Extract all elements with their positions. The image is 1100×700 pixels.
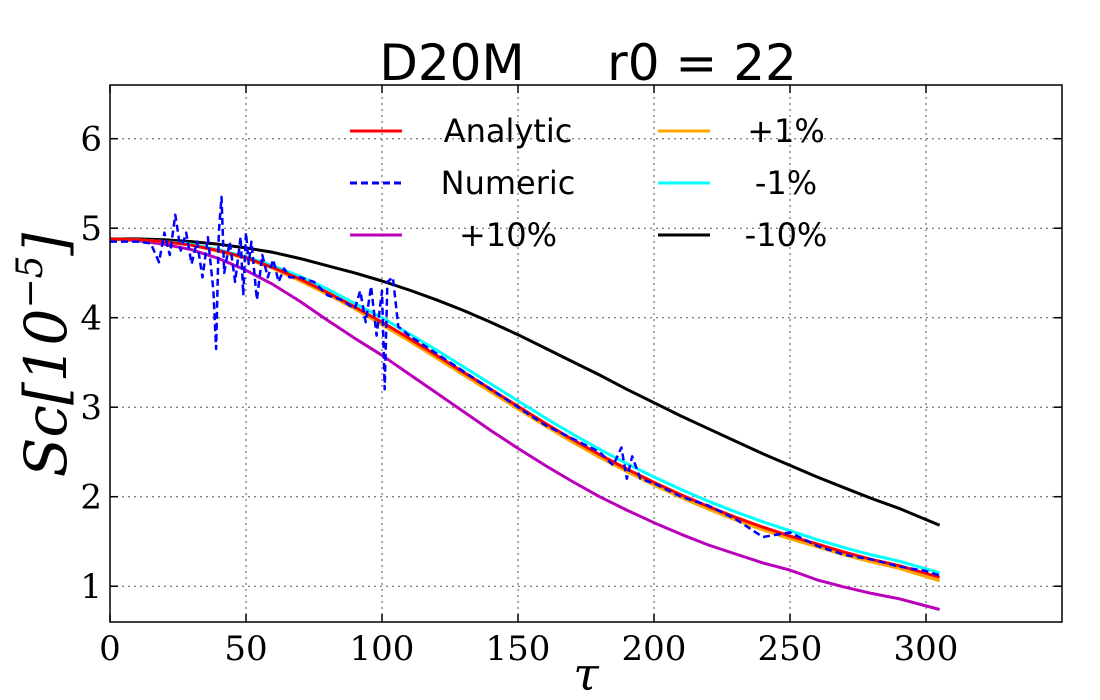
series-line-numeric (110, 195, 940, 577)
x-tick-label: 100 (350, 629, 415, 669)
y-tick-label: 6 (80, 120, 102, 160)
y-tick-label: 4 (80, 299, 102, 339)
legend: Analytic +1% Numeric -1% +10% -10% (350, 112, 827, 254)
y-tick-label: 1 (80, 567, 102, 607)
legend-label-numeric: Numeric (441, 164, 576, 202)
series-line-analytic (109, 237, 941, 579)
legend-label--10-: -10% (745, 216, 828, 254)
series-line--1- (109, 237, 941, 575)
y-axis-label: Sc[10−5] (10, 232, 80, 477)
x-tick-label: 150 (486, 629, 551, 669)
plot-frame (109, 84, 1063, 623)
x-tick-label: 0 (99, 629, 121, 669)
y-tick-label: 2 (80, 478, 102, 518)
x-tick-label: 200 (622, 629, 687, 669)
chart-title-right: r0 = 22 (607, 34, 797, 92)
legend-label--10-: +10% (459, 216, 557, 254)
y-axis-label-exponent: −5 (10, 255, 51, 308)
legend-label-analytic: Analytic (444, 112, 573, 150)
axis-ticks: 0 50 100 150 200 250 300 1 2 3 4 5 6 (80, 85, 1062, 669)
chart-title-left: D20M (379, 34, 524, 92)
x-tick-label: 300 (894, 629, 959, 669)
x-tick-label: 250 (758, 629, 823, 669)
y-axis-label-base: Sc[10 (12, 309, 80, 478)
legend-label--1-: +1% (747, 112, 825, 150)
y-tick-label: 5 (80, 209, 102, 249)
grid (110, 85, 1062, 622)
svg-text:Sc[10−5]: Sc[10−5] (10, 232, 80, 477)
y-axis-label-close: ] (12, 232, 80, 256)
series-line--10- (109, 237, 940, 611)
x-tick-label: 50 (224, 629, 267, 669)
y-tick-label: 3 (80, 388, 102, 428)
legend-label--1-: -1% (755, 164, 817, 202)
series-layer (109, 195, 941, 611)
x-axis-label: τ (573, 647, 600, 700)
